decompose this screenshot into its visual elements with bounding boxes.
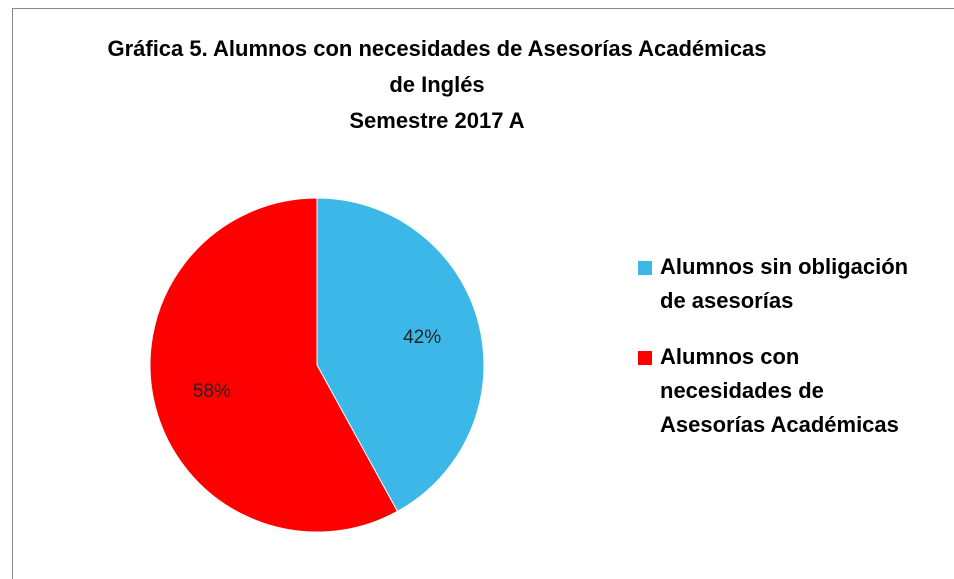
- legend-entry: Alumnos sin obligación de asesorías: [636, 250, 916, 318]
- chart-title: Semestre 2017 A: [349, 108, 524, 133]
- legend: Alumnos sin obligación de asesorías Alumn…: [636, 250, 916, 464]
- chart-title: Gráfica 5. Alumnos con necesidades de As…: [107, 36, 766, 61]
- pie-slice: [149, 197, 399, 533]
- legend-swatch: [638, 261, 652, 275]
- chart-border: [12, 8, 954, 579]
- data-label: 58%: [193, 381, 231, 402]
- legend-entry: Alumnos con necesidades de Asesorías Aca…: [636, 340, 916, 442]
- legend-swatch: [638, 351, 652, 365]
- pie-slice: [316, 197, 485, 513]
- legend-label: Alumnos sin obligación de asesorías: [660, 254, 909, 313]
- data-label: 42%: [403, 327, 441, 348]
- legend-label: Alumnos con necesidades de Asesorías Aca…: [660, 344, 899, 437]
- chart-title: de Inglés: [389, 72, 484, 97]
